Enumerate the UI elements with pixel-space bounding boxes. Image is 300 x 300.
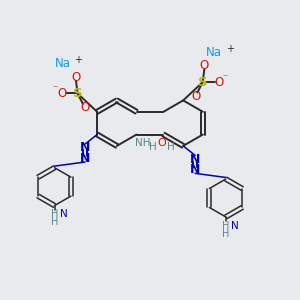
Text: N: N	[190, 163, 200, 176]
Text: H: H	[222, 229, 230, 239]
Text: N: N	[190, 153, 200, 166]
Text: O: O	[71, 70, 81, 84]
Text: N: N	[80, 141, 90, 154]
Text: H: H	[167, 142, 175, 152]
Text: O: O	[80, 101, 89, 114]
Text: S: S	[198, 76, 208, 88]
Text: O: O	[57, 87, 66, 100]
Text: +: +	[226, 44, 234, 54]
Text: ⁻: ⁻	[222, 73, 227, 83]
Text: O: O	[200, 59, 209, 72]
Text: O: O	[214, 76, 223, 88]
Text: H: H	[51, 217, 58, 227]
Text: N: N	[231, 221, 239, 231]
Text: O: O	[191, 90, 200, 103]
Text: ⁻: ⁻	[52, 84, 57, 94]
Text: H: H	[51, 209, 58, 219]
Text: +: +	[74, 55, 82, 65]
Text: Na: Na	[206, 46, 222, 59]
Text: NH: NH	[135, 138, 151, 148]
Text: N: N	[80, 152, 90, 165]
Text: H: H	[149, 142, 157, 152]
Text: O: O	[158, 138, 166, 148]
Text: S: S	[73, 87, 82, 100]
Text: H: H	[222, 221, 230, 231]
Text: N: N	[60, 209, 68, 219]
Text: Na: Na	[56, 57, 71, 70]
